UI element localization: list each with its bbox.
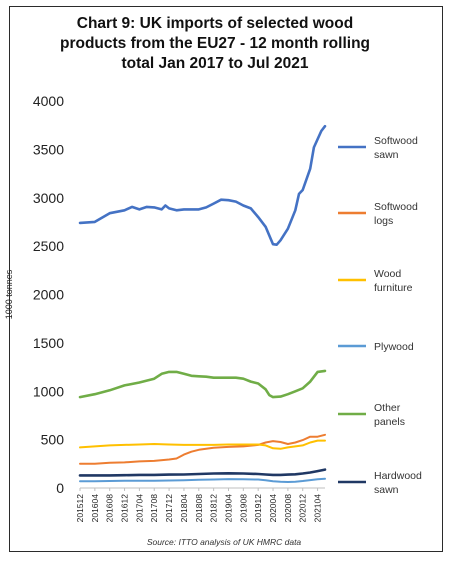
x-tick-label: 201608 (105, 494, 115, 523)
y-tick-label: 3500 (33, 141, 64, 157)
x-tick-label: 201712 (164, 494, 174, 523)
y-tick-label: 1000 (33, 383, 64, 399)
chart-title: Chart 9: UK imports of selected wood pro… (30, 14, 400, 74)
legend-label-wood-furniture: Wood (374, 268, 401, 280)
y-tick-label: 0 (56, 480, 64, 496)
series-line-other-panels (78, 369, 327, 399)
title-line-1: Chart 9: UK imports of selected wood (76, 15, 354, 32)
x-tick-label: 201908 (238, 494, 248, 523)
x-tick-label: 202104 (313, 494, 323, 523)
x-tick-label: 201912 (253, 494, 263, 523)
y-tick-label: 1500 (33, 335, 64, 351)
y-tick-label: 2000 (33, 287, 64, 303)
legend-label-hardwood-sawn: sawn (374, 484, 399, 496)
series-line-wood-furniture (79, 439, 326, 450)
y-tick-label: 3000 (33, 190, 64, 206)
y-tick-label: 2500 (33, 238, 64, 254)
x-tick-label: 201808 (194, 494, 204, 523)
legend-label-hardwood-sawn: Hardwood (374, 470, 422, 482)
series-line-softwood-sawn (78, 124, 327, 246)
x-tick-label: 202004 (268, 494, 278, 523)
legend-label-wood-furniture: furniture (374, 282, 413, 294)
y-tick-label: 500 (41, 432, 65, 448)
legend-label-other-panels: panels (374, 416, 405, 428)
y-tick-label: 4000 (33, 93, 64, 109)
x-tick-label: 201704 (134, 494, 144, 523)
legend-label-other-panels: Other (374, 402, 401, 414)
legend-label-softwood-sawn: sawn (374, 149, 399, 161)
legend-label-softwood-logs: Softwood (374, 201, 418, 213)
x-tick-label: 201612 (120, 494, 130, 523)
x-tick-label: 201804 (179, 494, 189, 523)
x-tick-label: 201904 (223, 494, 233, 523)
title-line-3: total Jan 2017 to Jul 2021 (121, 55, 309, 72)
legend-label-softwood-logs: logs (374, 215, 393, 227)
series-line-softwood-logs (79, 433, 326, 465)
title-line-2: products from the EU27 - 12 month rollin… (59, 35, 371, 52)
legend-label-plywood: Plywood (374, 341, 414, 353)
series-line-hardwood-sawn (78, 468, 327, 477)
series-line-plywood (79, 477, 326, 483)
source-note: Source: ITTO analysis of UK HMRC data (147, 537, 302, 547)
x-tick-label: 201812 (209, 494, 219, 523)
x-tick-label: 201604 (90, 494, 100, 523)
chart-frame (9, 6, 443, 552)
x-tick-label: 202012 (298, 494, 308, 523)
legend-label-softwood-sawn: Softwood (374, 135, 418, 147)
y-axis-label: 1000 tonnes (4, 269, 14, 319)
x-tick-label: 201708 (149, 494, 159, 523)
x-tick-label: 202008 (283, 494, 293, 523)
x-tick-label: 201512 (75, 494, 85, 523)
